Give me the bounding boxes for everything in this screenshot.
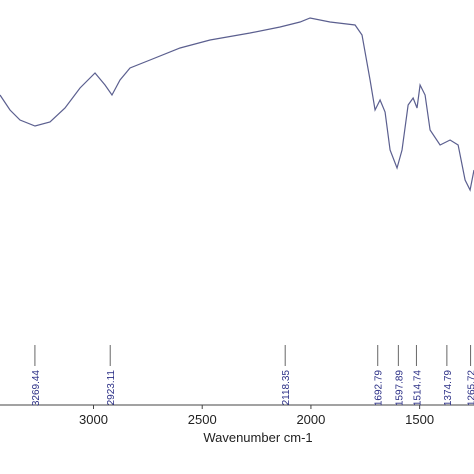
peak-label: 1597.89 (394, 370, 405, 407)
peak-label: 3269.44 (31, 370, 42, 407)
peak-label: 1374.79 (443, 370, 454, 407)
x-tick-label: 1500 (405, 412, 434, 427)
x-axis-title: Wavenumber cm-1 (203, 430, 312, 445)
x-tick-label: 2000 (296, 412, 325, 427)
spectrum-line (0, 17, 474, 192)
peak-label: 2118.35 (281, 370, 292, 406)
peak-label: 2923.11 (106, 370, 117, 406)
peak-label: 1692.79 (374, 370, 385, 407)
x-tick-label: 3000 (79, 412, 108, 427)
peak-label: 1514.74 (412, 370, 423, 407)
peak-label: 1265.72 (467, 370, 474, 407)
x-tick-label: 2500 (188, 412, 217, 427)
